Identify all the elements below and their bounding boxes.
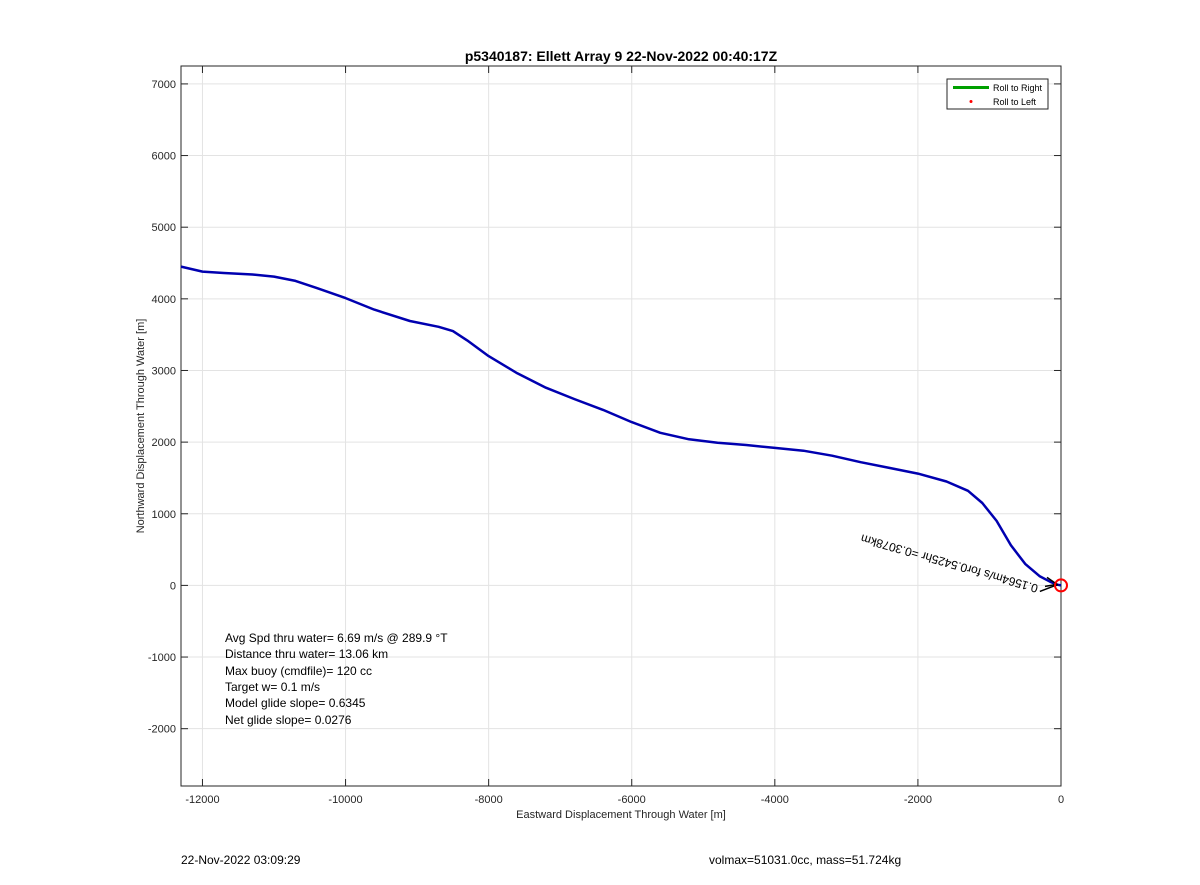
annotation-distance: Distance thru water= 13.06 km [225,647,388,661]
y-axis-label: Northward Displacement Through Water [m] [135,319,147,534]
x-tick-label: -4000 [761,794,789,806]
x-tick-label: -12000 [185,794,219,806]
legend-label-roll-left: Roll to Left [993,97,1037,107]
y-tick-label: -1000 [148,652,176,664]
y-tick-label: 0 [170,580,176,592]
annotation-target-w: Target w= 0.1 m/s [225,680,320,694]
x-tick-label: -6000 [618,794,646,806]
series-layer [180,265,1062,587]
y-tick-label: -2000 [148,724,176,736]
legend-box [946,78,1049,110]
chart-title: p5340187: Ellett Array 9 22-Nov-2022 00:… [465,48,778,64]
footer-vehicle-info: volmax=51031.0cc, mass=51.724kg [709,853,902,867]
legend: Roll to Right Roll to Left [946,78,1049,110]
y-tick-label: 7000 [152,79,176,91]
annotation-model-glide-slope: Model glide slope= 0.6345 [225,696,366,710]
x-axis-label: Eastward Displacement Through Water [m] [516,809,726,821]
x-tick-label: -8000 [475,794,503,806]
legend-label-roll-right: Roll to Right [993,83,1043,93]
y-tick-label: 5000 [152,222,176,234]
annotation-block: Avg Spd thru water= 6.69 m/s @ 289.9 °T … [225,631,448,727]
legend-swatch-roll-left [969,100,973,103]
x-tick-label: -2000 [904,794,932,806]
markers-layer [1039,576,1068,593]
y-tick-label: 1000 [152,509,176,521]
end-position-marker [1054,578,1068,593]
footer-timestamp: 22-Nov-2022 03:09:29 [181,853,301,867]
annotation-avg-speed: Avg Spd thru water= 6.69 m/s @ 289.9 °T [225,631,448,645]
x-tick-label: 0 [1058,794,1064,806]
x-tick-label: -10000 [328,794,362,806]
y-tick-label: 6000 [152,151,176,163]
y-tick-label: 2000 [152,437,176,449]
axes-box [180,65,1062,787]
grid-lines [181,66,1062,786]
axis-ticks: -12000 -10000 -8000 -6000 -4000 -2000 0-2000-1… [148,66,1064,806]
track-line [180,265,1062,587]
annotation-net-glide-slope: Net glide slope= 0.0276 [225,713,352,727]
y-tick-label: 3000 [152,365,176,377]
y-tick-label: 4000 [152,294,176,306]
annotation-max-buoy: Max buoy (cmdfile)= 120 cc [225,664,372,678]
